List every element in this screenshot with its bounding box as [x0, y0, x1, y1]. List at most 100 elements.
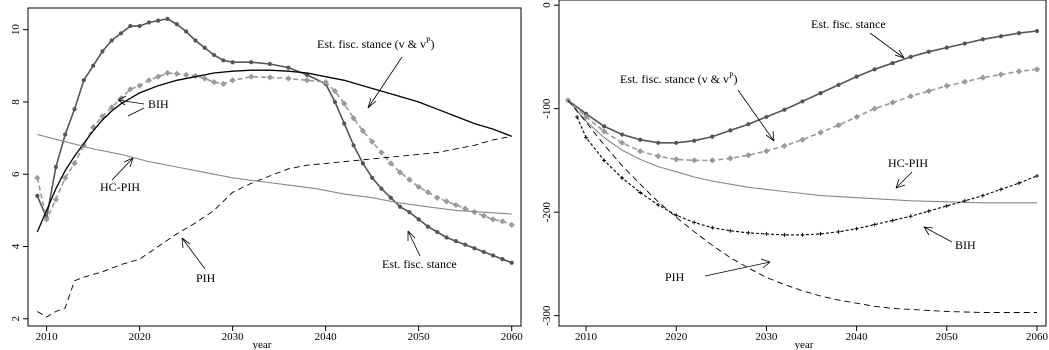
right-series-est-fisc-stance-line: [567, 30, 1038, 144]
left-series-est-fisc-stance-point: [388, 195, 393, 200]
left-series-group: [34, 16, 515, 318]
right-series-est-fisc-stance-point: [962, 41, 967, 46]
left-series-est-fisc-stance-point: [184, 29, 189, 34]
right-series-est-fisc-stance-v-v-p-point: [1033, 66, 1041, 73]
left-series-est-fisc-stance-point: [81, 78, 86, 83]
left-series-est-fisc-stance-point: [463, 242, 468, 247]
left-series-est-fisc-stance-v-v-p-point: [155, 73, 162, 80]
left-series-est-fisc-stance-point: [444, 235, 449, 240]
left-series-est-fisc-stance-v-v-p-point: [285, 75, 292, 82]
right-series-est-fisc-stance-v-v-p-point: [835, 122, 842, 129]
left-series-est-fisc-stance-point: [146, 20, 152, 25]
left-y-tick-label: 6: [10, 171, 22, 177]
left-series-est-fisc-stance-point: [397, 204, 403, 209]
right-y-tick-label: -200: [541, 202, 553, 223]
left-series-bih-line: [36, 69, 512, 233]
left-series-est-fisc-stance-v-v-p-point: [52, 196, 60, 203]
left-series-est-fisc-stance-point: [351, 143, 356, 148]
left-series-est-fisc-stance-point: [435, 229, 440, 235]
right-series-est-fisc-stance-v-v-p-point: [961, 78, 968, 85]
right-series-bih-point: [602, 158, 607, 163]
left-annot-bih: BIH: [148, 97, 169, 111]
right-y-tick-label: 0: [541, 2, 553, 8]
left-x-tick-label: 2060: [501, 331, 524, 343]
left-y-tick-label: 2: [10, 316, 22, 322]
right-series-bih-point: [854, 226, 859, 231]
left-series-est-fisc-stance-point: [360, 161, 365, 166]
right-arrow-bih: [923, 226, 953, 243]
right-series-bih-point: [908, 214, 913, 219]
left-series-est-fisc-stance-v-v-p-point: [43, 216, 50, 223]
left-series-est-fisc-stance-point: [174, 22, 179, 27]
left-series-est-fisc-stance-point: [286, 65, 291, 70]
right-series-bih-point: [836, 229, 841, 234]
right-series-est-fisc-stance-point: [836, 82, 841, 87]
right-series-est-fisc-stance-point: [782, 107, 787, 112]
left-arrow-bih-2: [127, 107, 145, 117]
right-series-est-fisc-stance-point: [926, 49, 931, 54]
left-series-est-fisc-stance-point: [370, 175, 375, 180]
left-series-est-fisc-stance-point: [53, 164, 59, 170]
right-series-bih-point: [890, 218, 895, 223]
left-x-tick-label: 2050: [408, 331, 431, 343]
right-series-est-fisc-stance-point: [692, 138, 697, 143]
left-series-est-fisc-stance-point: [35, 193, 40, 199]
left-series-est-fisc-stance-v-v-p-line: [36, 72, 512, 226]
right-series-est-fisc-stance-v-v-p-point: [691, 157, 698, 164]
right-series-est-fisc-stance-v-v-p-point: [997, 71, 1005, 78]
left-chart: 2010 2020 2030 2040 2050 2060 2 4 6 8 10 year Est.…: [10, 7, 524, 350]
right-annot-bih: BIH: [955, 238, 976, 252]
left-x-tick-label: 2020: [129, 331, 152, 343]
left-x-axis-title: year: [253, 339, 272, 350]
left-series-est-fisc-stance-point: [128, 23, 133, 29]
left-arrow-estfisc-v: [367, 56, 403, 109]
left-series-est-fisc-stance-point: [193, 38, 198, 43]
left-series-est-fisc-stance-point: [425, 224, 431, 229]
left-series-est-fisc-stance-line: [36, 17, 512, 264]
right-x-tick-label: 2010: [575, 331, 598, 343]
left-arrowhead-hcpih: [123, 157, 134, 168]
left-series-est-fisc-stance-point: [407, 210, 412, 215]
left-x-tick-label: 2030: [222, 331, 245, 343]
right-arrow-estfisc: [869, 32, 905, 59]
left-series-est-fisc-stance-point: [481, 249, 486, 255]
left-series-est-fisc-stance-point: [342, 121, 347, 126]
right-series-est-fisc-stance-point: [1016, 31, 1022, 36]
left-series-est-fisc-stance-v-v-p-point: [136, 82, 143, 89]
right-series-bih-point: [872, 222, 877, 227]
right-series-bih-line: [576, 116, 1038, 236]
left-series-est-fisc-stance-v-v-p-point: [220, 80, 227, 87]
left-series-est-fisc-stance-v-v-p-point: [378, 149, 385, 156]
left-series-est-fisc-stance-v-v-p-point: [108, 104, 115, 111]
left-series-est-fisc-stance-v-v-p-point: [164, 69, 171, 77]
left-y-tick-label: 10: [10, 24, 22, 35]
right-plot-frame: [558, 0, 1047, 327]
right-x-tick-label: 2030: [755, 331, 778, 343]
right-axis-ticks: 2010 2020 2030 2040 2050 2060 0 -100 -200 -300: [541, 2, 1048, 343]
right-arrowhead-bih: [923, 226, 934, 236]
left-series-est-fisc-stance-point: [91, 63, 96, 68]
right-arrow-estfisc-v: [737, 89, 775, 142]
right-series-bih-point: [962, 198, 967, 203]
right-series-est-fisc-stance-v-v-p-point: [925, 87, 932, 95]
right-series-est-fisc-stance-point: [746, 122, 751, 127]
left-arrow-estfisc: [407, 230, 421, 257]
right-arrowhead-pih: [760, 258, 771, 269]
right-series-bih-point: [926, 209, 931, 214]
left-annot-estfisc: Est. fisc. stance: [382, 257, 457, 271]
right-series-est-fisc-stance-v-v-p-point: [979, 74, 986, 81]
right-series-bih-point: [692, 220, 697, 225]
right-series-bih-point: [782, 232, 787, 237]
right-series-pih-line: [567, 100, 1037, 313]
right-arrowhead-estfisc: [894, 49, 905, 59]
left-series-est-fisc-stance-point: [156, 18, 161, 23]
left-series-est-fisc-stance-point: [221, 58, 226, 63]
left-x-tick-label: 2010: [36, 331, 59, 343]
left-annot-pih: PIH: [196, 271, 216, 285]
left-series-est-fisc-stance-v-v-p-point: [462, 205, 469, 212]
left-series-est-fisc-stance-point: [211, 52, 217, 58]
left-series-est-fisc-stance-v-v-p-point: [229, 77, 236, 84]
left-series-est-fisc-stance-v-v-p-point: [499, 218, 506, 225]
right-series-est-fisc-stance-v-v-p-point: [655, 153, 662, 160]
right-series-bih-point: [818, 231, 823, 236]
